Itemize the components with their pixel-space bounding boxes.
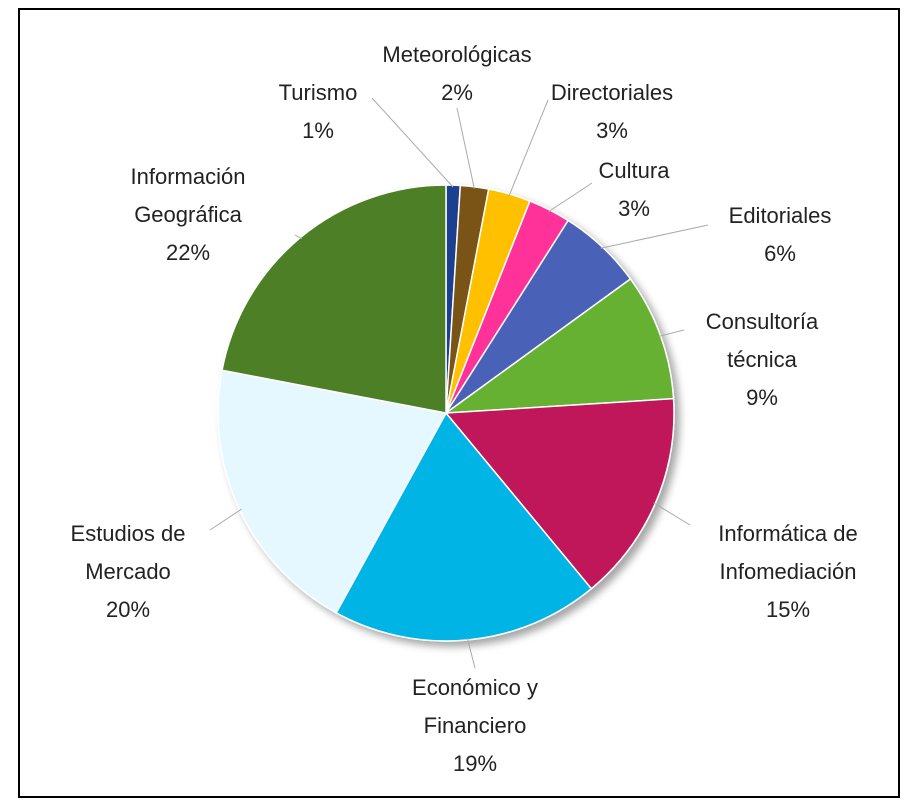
leader-line [466, 637, 476, 669]
slice-label: Consultoría técnica 9% [687, 303, 837, 417]
pie-slice [221, 184, 447, 414]
leader-line [600, 224, 709, 249]
slice-percent: 6% [764, 241, 796, 266]
leader-line [456, 107, 475, 189]
slice-label: Turismo 1% [279, 74, 358, 150]
slice-percent: 15% [765, 597, 811, 622]
slice-name: Información Geográfica [130, 164, 246, 227]
slice-name: Meteorológicas [382, 42, 532, 67]
slice-label: Información Geográfica 22% [101, 158, 276, 272]
slice-percent: 20% [105, 597, 151, 622]
slice-name: Editoriales [728, 203, 832, 228]
slice-label: Meteorológicas 2% [382, 36, 531, 112]
slice-percent: 2% [441, 80, 473, 105]
slice-percent: 9% [746, 385, 778, 410]
slice-label: Cultura 3% [599, 152, 670, 228]
slice-percent: 3% [618, 196, 650, 221]
slice-name: Cultura [598, 158, 670, 183]
slice-label: Editoriales 6% [729, 197, 832, 273]
leader-line [548, 182, 593, 213]
leader-line [209, 508, 242, 531]
slice-name: Estudios de Mercado [70, 521, 186, 584]
chart-frame [18, 8, 900, 798]
slice-name: Turismo [278, 80, 358, 105]
slice-name: Informática de Infomediación [718, 521, 858, 584]
slice-name: Económico y Financiero [412, 675, 538, 738]
slice-label: Directoriales 3% [551, 74, 673, 150]
slice-percent: 22% [165, 240, 211, 265]
slice-percent: 3% [596, 118, 628, 143]
slice-percent: 1% [302, 118, 334, 143]
slice-label: Económico y Financiero 19% [393, 669, 558, 783]
slice-name: Directoriales [550, 80, 674, 105]
slice-name: Consultoría técnica [705, 309, 819, 372]
leader-line [294, 234, 303, 240]
slice-label: Estudios de Mercado 20% [46, 515, 211, 629]
leader-line [658, 329, 685, 337]
slice-label: Informática de Infomediación 15% [686, 515, 891, 629]
leader-line [653, 502, 691, 526]
leader-line [508, 99, 549, 197]
leader-line [371, 97, 454, 188]
pie [217, 184, 675, 642]
slice-percent: 19% [452, 751, 498, 776]
